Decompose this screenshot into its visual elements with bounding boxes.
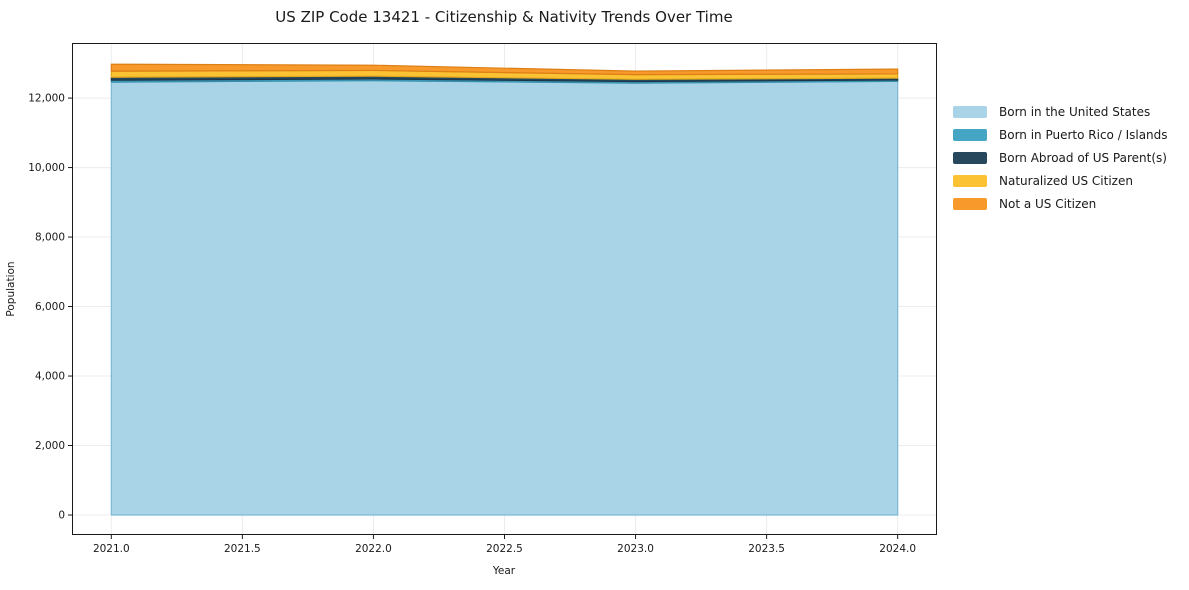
plot-area: 2021.0 2021.5 2022.0 2022.5 2023.0 2023.5 2024…: [28, 43, 937, 555]
legend-label: Born in Puerto Rico / Islands: [999, 127, 1168, 142]
legend-swatch-born-us: [953, 105, 987, 118]
svg-text:2022.0: 2022.0: [355, 543, 392, 555]
svg-text:0: 0: [58, 510, 65, 522]
svg-text:2,000: 2,000: [35, 440, 65, 452]
svg-text:2024.0: 2024.0: [879, 543, 916, 555]
legend: Born in the United States Born in Puerto…: [953, 100, 1168, 215]
y-axis-label: Population: [5, 261, 17, 317]
svg-text:12,000: 12,000: [28, 93, 65, 105]
legend-label: Born in the United States: [999, 104, 1151, 119]
legend-item: Born in Puerto Rico / Islands: [953, 123, 1168, 146]
svg-text:10,000: 10,000: [28, 162, 65, 174]
x-axis-label: Year: [492, 565, 516, 577]
svg-text:4,000: 4,000: [35, 371, 65, 383]
svg-text:2023.0: 2023.0: [617, 543, 654, 555]
legend-item: Naturalized US Citizen: [953, 169, 1168, 192]
svg-text:2021.0: 2021.0: [93, 543, 130, 555]
legend-item: Not a US Citizen: [953, 192, 1168, 215]
chart-title: US ZIP Code 13421 - Citizenship & Nativi…: [275, 8, 733, 26]
legend-label: Born Abroad of US Parent(s): [999, 150, 1167, 165]
legend-swatch-not-citizen: [953, 197, 987, 210]
svg-text:2022.5: 2022.5: [486, 543, 523, 555]
legend-swatch-puerto-rico: [953, 128, 987, 141]
svg-text:8,000: 8,000: [35, 232, 65, 244]
legend-label: Not a US Citizen: [999, 196, 1097, 211]
legend-label: Naturalized US Citizen: [999, 173, 1133, 188]
svg-text:6,000: 6,000: [35, 301, 65, 313]
legend-swatch-born-abroad: [953, 151, 987, 164]
legend-item: Born in the United States: [953, 100, 1168, 123]
svg-text:2021.5: 2021.5: [224, 543, 261, 555]
legend-swatch-naturalized: [953, 174, 987, 187]
svg-text:2023.5: 2023.5: [748, 543, 785, 555]
legend-item: Born Abroad of US Parent(s): [953, 146, 1168, 169]
